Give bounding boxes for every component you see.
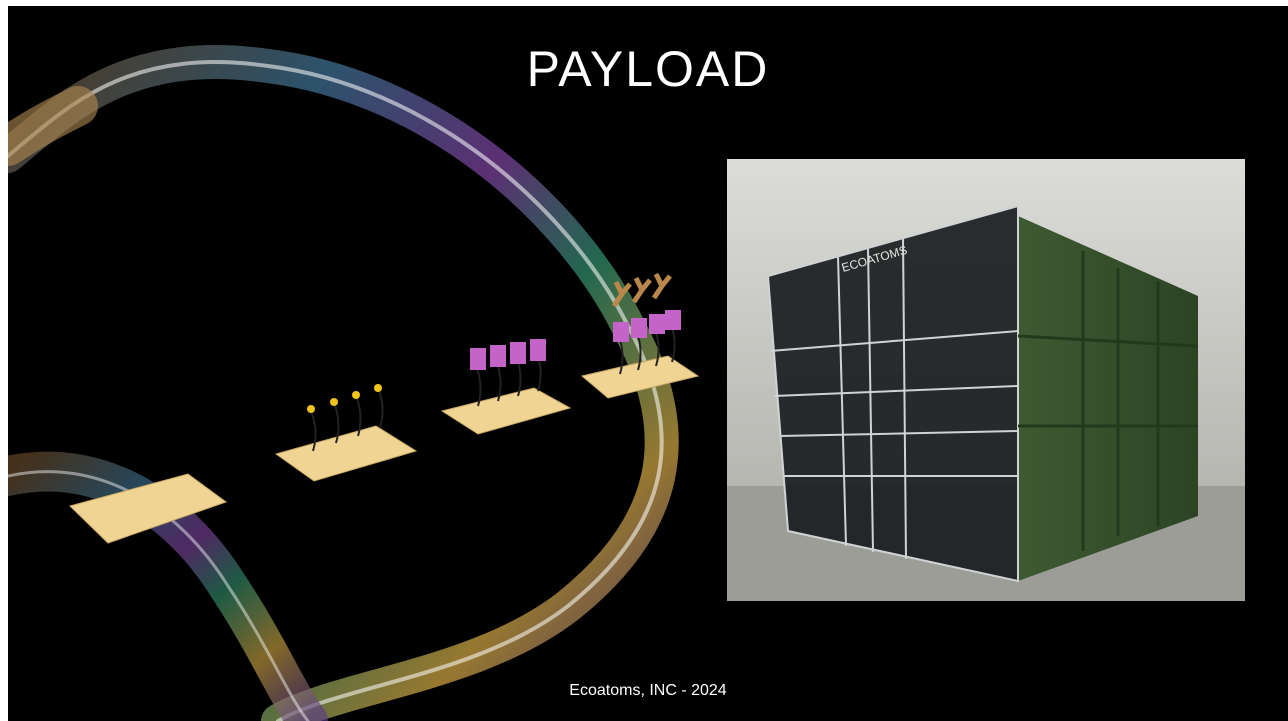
photo: ECOATOMS — [727, 159, 1245, 601]
slide-title: PAYLOAD — [526, 41, 770, 97]
plates — [69, 355, 700, 544]
slide-art: ECOATOMS — [8, 45, 1245, 721]
proteins — [470, 310, 681, 370]
beads — [307, 384, 382, 413]
antibodies — [611, 272, 672, 308]
bubble-ribbon — [8, 45, 679, 721]
slide-footer: Ecoatoms, INC - 2024 — [569, 682, 727, 699]
slide: ECOATOMS PAYLOAD Ecoatoms, INC - 2024 — [8, 6, 1288, 721]
